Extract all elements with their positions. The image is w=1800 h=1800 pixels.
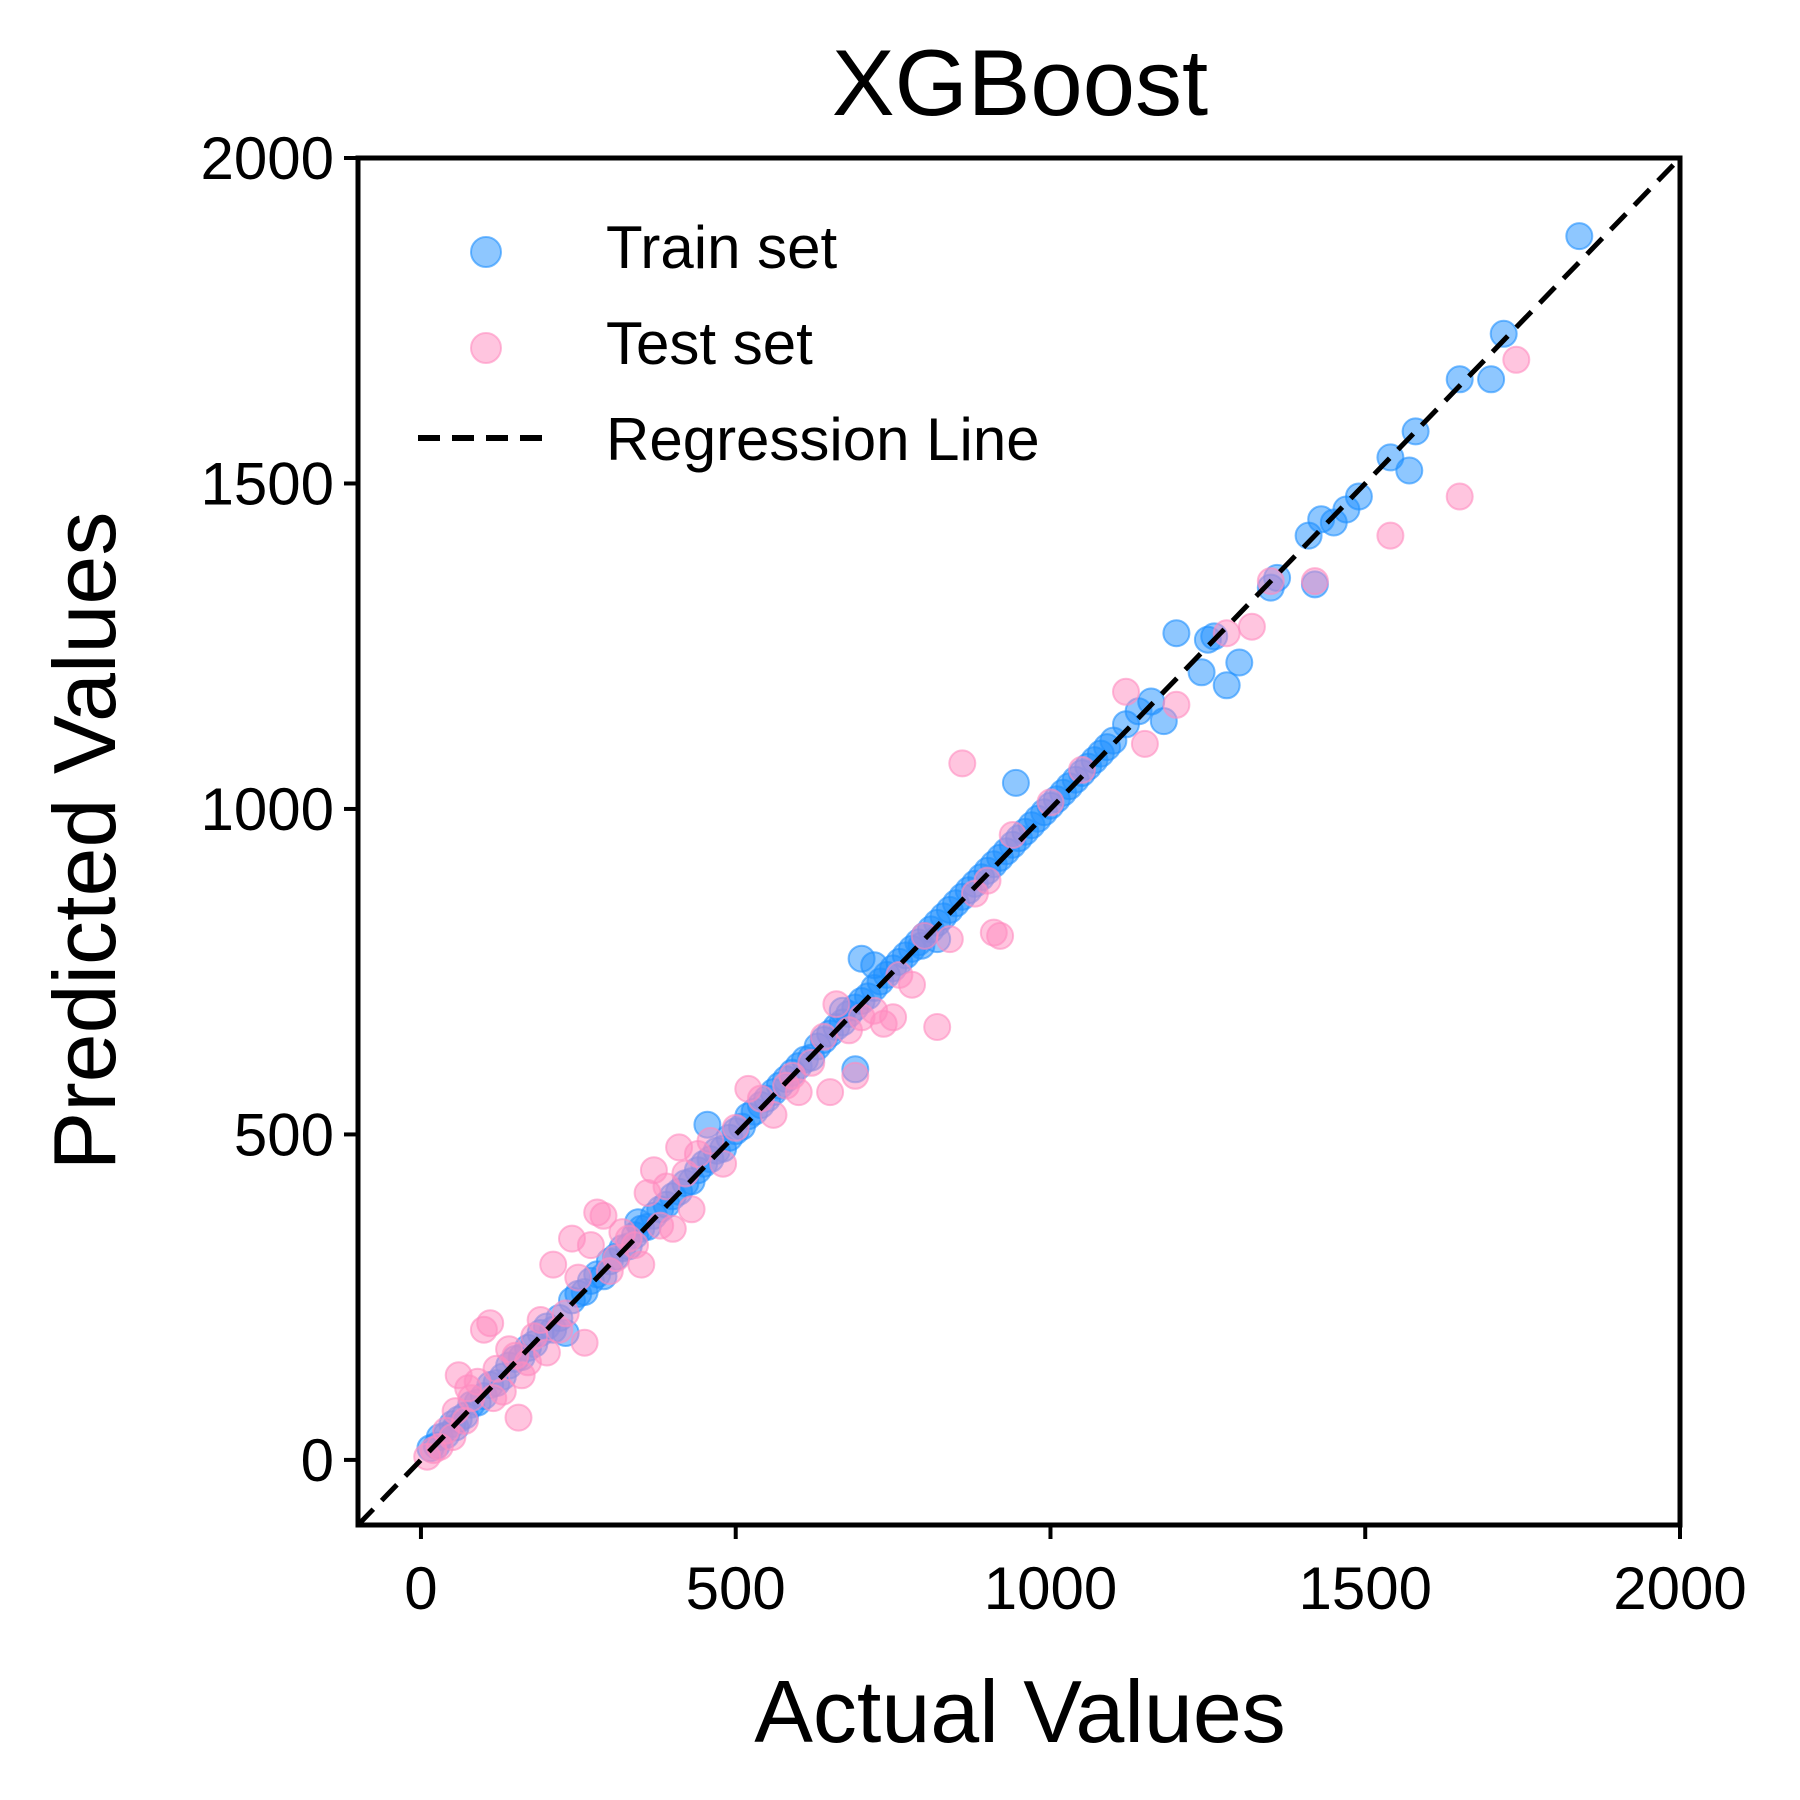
test-set-point [539, 1250, 568, 1279]
y-tick-label: 1000 [201, 776, 334, 843]
train-set-point [1001, 768, 1030, 797]
train-set-point [1212, 671, 1241, 700]
x-axis-label: Actual Values [754, 1662, 1286, 1761]
test-set-point [658, 1214, 687, 1243]
train-set-point [1187, 658, 1216, 687]
y-tick-label: 0 [301, 1427, 334, 1494]
test-set-point [627, 1250, 656, 1279]
x-axis-ticks: 0 500 1000 1500 2000 [404, 1525, 1747, 1622]
test-set-point [570, 1328, 599, 1357]
test-set-point [841, 1061, 870, 1090]
x-tick-label: 1000 [984, 1555, 1117, 1622]
plot-frame [355, 155, 1683, 1528]
x-tick-label: 0 [404, 1555, 437, 1622]
regression-line-layer [356, 156, 1682, 1527]
train-set-point [1489, 319, 1518, 348]
test-set-point [532, 1338, 561, 1367]
legend-regression-label: Regression Line [606, 406, 1040, 473]
y-tick-label: 1500 [201, 450, 334, 517]
train-set-point [860, 951, 889, 980]
test-set-point [504, 1403, 533, 1432]
test-set-point [816, 1078, 845, 1107]
chart-title: XGBoost [832, 30, 1208, 135]
test-set-point [677, 1195, 706, 1224]
test-set-point [1237, 612, 1266, 641]
legend-test-label: Test set [606, 310, 813, 377]
legend-test-marker [470, 332, 502, 364]
test-set-point [1445, 482, 1474, 511]
x-tick-label: 500 [686, 1555, 786, 1622]
test-set-point [1036, 788, 1065, 817]
y-axis-ticks: 0 500 1000 1500 2000 [201, 125, 358, 1494]
test-set-point [822, 990, 851, 1019]
y-tick-label: 2000 [201, 125, 334, 192]
legend-train-label: Train set [606, 214, 838, 281]
test-set-point [879, 1003, 908, 1032]
test-set-point [1502, 345, 1531, 374]
test-set-point [759, 1100, 788, 1129]
test-set-point [589, 1201, 618, 1230]
train-set-point [1225, 648, 1254, 677]
test-set-point [935, 925, 964, 954]
legend-item-train: Train set [470, 214, 838, 281]
test-set-point [652, 1172, 681, 1201]
legend-item-test: Test set [470, 310, 813, 377]
test-set-point [1376, 521, 1405, 550]
train-set-point [1395, 456, 1424, 485]
legend-train-marker [470, 236, 502, 268]
train-set-point [1344, 482, 1373, 511]
test-set-point [973, 866, 1002, 895]
legend: Train set Test set Regression Line [418, 214, 1040, 473]
test-set-point [1300, 567, 1329, 596]
test-set-point [576, 1231, 605, 1260]
series-test-set [413, 345, 1531, 1471]
test-set-point [696, 1126, 725, 1155]
test-set-point [986, 921, 1015, 950]
test-set-point [476, 1309, 505, 1338]
test-set-point [1130, 729, 1159, 758]
test-set-point [1068, 755, 1096, 784]
train-set-point [1477, 365, 1506, 394]
train-set-point [1445, 365, 1474, 394]
test-set-point [923, 1013, 952, 1041]
test-set-point [721, 1113, 750, 1142]
regression-line [356, 156, 1682, 1527]
test-set-point [948, 749, 977, 778]
test-set-point [1162, 690, 1191, 719]
test-set-point [1112, 677, 1140, 706]
x-tick-label: 1500 [1298, 1555, 1431, 1622]
test-set-point [797, 1048, 826, 1077]
y-axis-label: Predicted Values [35, 512, 134, 1171]
train-set-point [1565, 222, 1594, 251]
test-set-point [998, 821, 1027, 849]
y-tick-label: 500 [234, 1101, 334, 1168]
x-tick-label: 2000 [1613, 1555, 1746, 1622]
legend-item-regression: Regression Line [418, 406, 1040, 473]
test-set-point [564, 1263, 593, 1292]
train-set-point [1162, 619, 1191, 648]
test-set-point [898, 970, 926, 999]
test-set-point [784, 1078, 813, 1107]
